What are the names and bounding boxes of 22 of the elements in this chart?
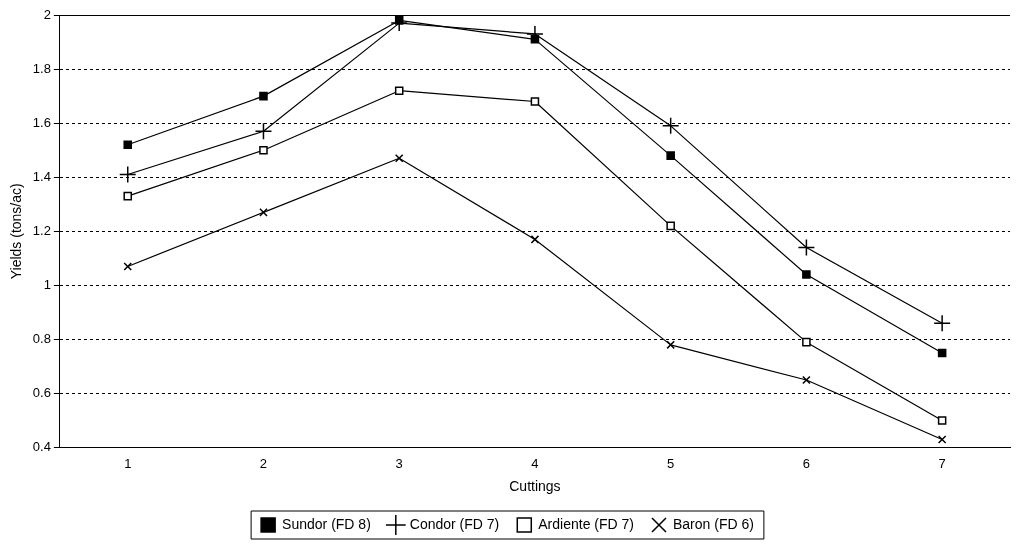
x-axis-title: Cuttings <box>509 478 561 495</box>
legend-label: Baron (FD 6) <box>672 515 754 532</box>
legend-label: Ardiente (FD 7) <box>538 515 634 532</box>
y-tick-label: 0.8 <box>32 331 51 347</box>
legend-label: Condor (FD 7) <box>409 515 500 532</box>
y-tick-label: 0.4 <box>32 439 51 455</box>
y-tick-label: 1.8 <box>32 60 51 76</box>
y-tick-label: 2 <box>43 6 51 22</box>
x-tick-label: 7 <box>938 455 946 471</box>
x-tick-label: 5 <box>667 455 675 471</box>
y-tick-label: 1.6 <box>32 114 51 130</box>
x-tick-label: 3 <box>395 455 403 471</box>
y-axis-title: Yields (tons/ac) <box>8 183 25 280</box>
x-tick-label: 1 <box>124 455 132 471</box>
y-tick-label: 1 <box>43 276 51 292</box>
x-tick-label: 2 <box>259 455 268 471</box>
legend-label: Sundor (FD 8) <box>282 515 371 532</box>
y-tick-label: 1.2 <box>32 222 51 238</box>
x-tick-label: 6 <box>802 455 811 471</box>
x-tick-label: 4 <box>531 455 539 471</box>
y-tick-label: 0.6 <box>32 385 51 401</box>
y-tick-label: 1.4 <box>32 168 51 184</box>
